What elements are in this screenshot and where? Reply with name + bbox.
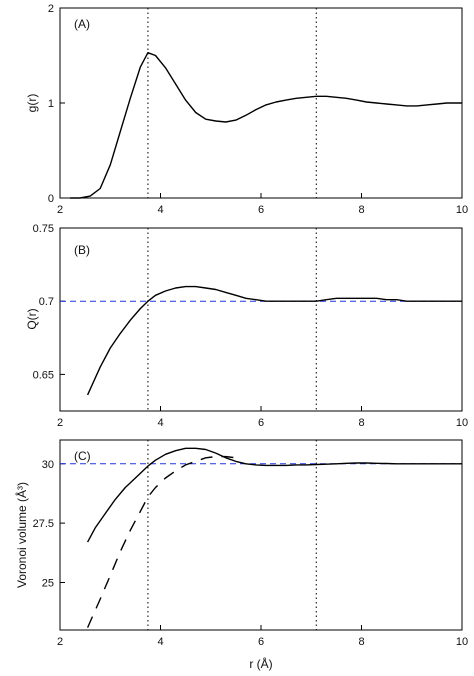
series-line-solid <box>70 52 462 199</box>
y-tick-label: 0 <box>48 193 54 205</box>
series-line-dashed <box>86 455 236 628</box>
y-tick-label: 0.7 <box>39 296 54 308</box>
panel-label: (A) <box>74 17 90 31</box>
x-tick-label: 6 <box>258 417 264 429</box>
y-axis-label: Q(r) <box>25 308 39 329</box>
x-tick-label: 2 <box>57 417 63 429</box>
panel-label: (C) <box>74 449 91 463</box>
x-tick-label: 4 <box>157 636 163 648</box>
plot-frame <box>59 227 463 412</box>
x-tick-label: 4 <box>157 417 163 429</box>
panel-c: (C) Voronoi volume (Å³) r (Å) 2 4 6 8 10 25 27… <box>14 439 468 671</box>
panel-a: (A) g(r) 2 4 6 8 10 0 1 2 <box>25 3 468 216</box>
x-tick-label: 2 <box>57 636 63 648</box>
x-tick-label: 6 <box>258 204 264 216</box>
x-axis-label: r (Å) <box>249 656 272 671</box>
y-axis-label: Voronoi volume (Å³) <box>14 482 29 588</box>
x-tick-label: 8 <box>358 204 364 216</box>
y-tick-label: 1 <box>48 98 54 110</box>
panel-label: (B) <box>74 243 90 257</box>
y-tick-label: 0.65 <box>33 369 54 381</box>
y-tick-label: 27.5 <box>33 518 54 530</box>
x-tick-label: 2 <box>57 204 63 216</box>
y-tick-label: 25 <box>42 578 54 590</box>
series-line-solid <box>86 447 462 543</box>
x-tick-label: 4 <box>157 204 163 216</box>
plot-frame <box>59 439 463 631</box>
y-axis-label: g(r) <box>25 94 39 113</box>
x-tick-label: 10 <box>456 636 468 648</box>
y-tick-label: 30 <box>42 459 54 471</box>
y-tick-label: 0.75 <box>33 223 54 235</box>
x-tick-label: 10 <box>456 417 468 429</box>
x-tick-label: 10 <box>456 204 468 216</box>
x-tick-label: 8 <box>358 636 364 648</box>
y-tick-label: 2 <box>48 3 54 15</box>
x-tick-label: 6 <box>258 636 264 648</box>
series-line-solid <box>86 285 462 396</box>
plot-frame <box>59 7 463 199</box>
x-tick-label: 8 <box>358 417 364 429</box>
panel-b: (B) Q(r) 2 4 6 8 10 0.65 0.7 0.75 <box>25 223 468 429</box>
